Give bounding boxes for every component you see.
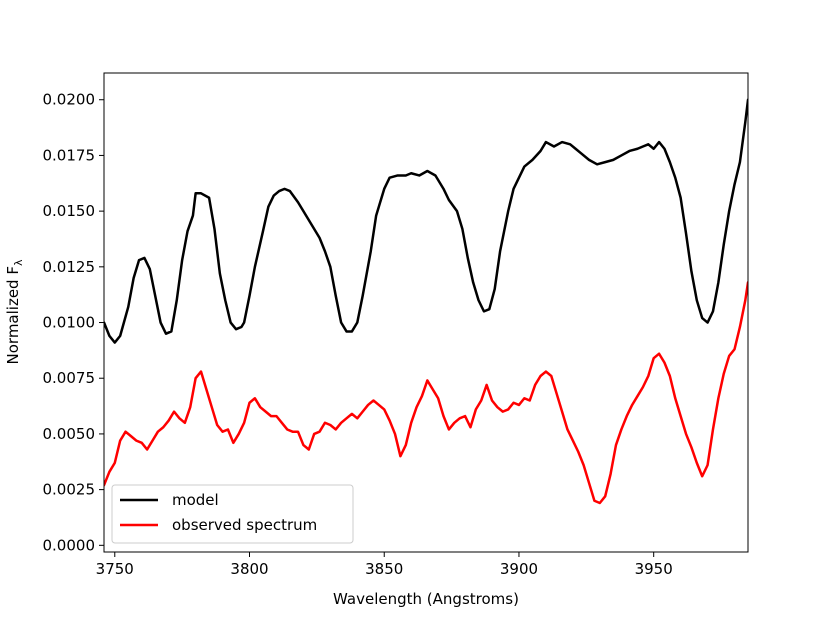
legend: model observed spectrum [111, 484, 354, 544]
x-tick-label: 3800 [230, 560, 268, 578]
x-tick-label: 3900 [500, 560, 538, 578]
legend-box [111, 484, 354, 544]
legend-label-model: model [172, 491, 219, 509]
series-line-observed-spectrum [104, 281, 748, 505]
x-tick-label: 3750 [96, 560, 134, 578]
y-tick-label: 0.0050 [43, 425, 96, 443]
x-tick-label: 3950 [635, 560, 673, 578]
y-tick-label: 0.0175 [43, 146, 96, 164]
y-axis-label: Normalized Fλ [4, 259, 25, 364]
y-axis-label-subscript: λ [12, 259, 25, 266]
x-axis: 3750 3800 3850 3900 3950 [96, 552, 673, 578]
series-layer [104, 98, 748, 505]
y-tick-label: 0.0100 [43, 314, 96, 332]
y-tick-label: 0.0200 [43, 91, 96, 109]
y-tick-label: 0.0000 [43, 536, 96, 554]
y-tick-label: 0.0150 [43, 202, 96, 220]
plot-frame [103, 72, 749, 553]
legend-label-observed: observed spectrum [172, 516, 317, 534]
y-tick-label: 0.0075 [43, 369, 96, 387]
series-line-model [104, 98, 748, 344]
x-tick-label: 3850 [365, 560, 403, 578]
y-tick-label: 0.0125 [43, 258, 96, 276]
x-axis-label: Wavelength (Angstroms) [333, 590, 519, 608]
y-tick-label: 0.0025 [43, 481, 96, 499]
y-axis-label-main: Normalized F [4, 266, 22, 364]
y-axis: 0.0000 0.0025 0.0050 0.0075 0.0100 0.0125 0.01… [43, 91, 104, 554]
